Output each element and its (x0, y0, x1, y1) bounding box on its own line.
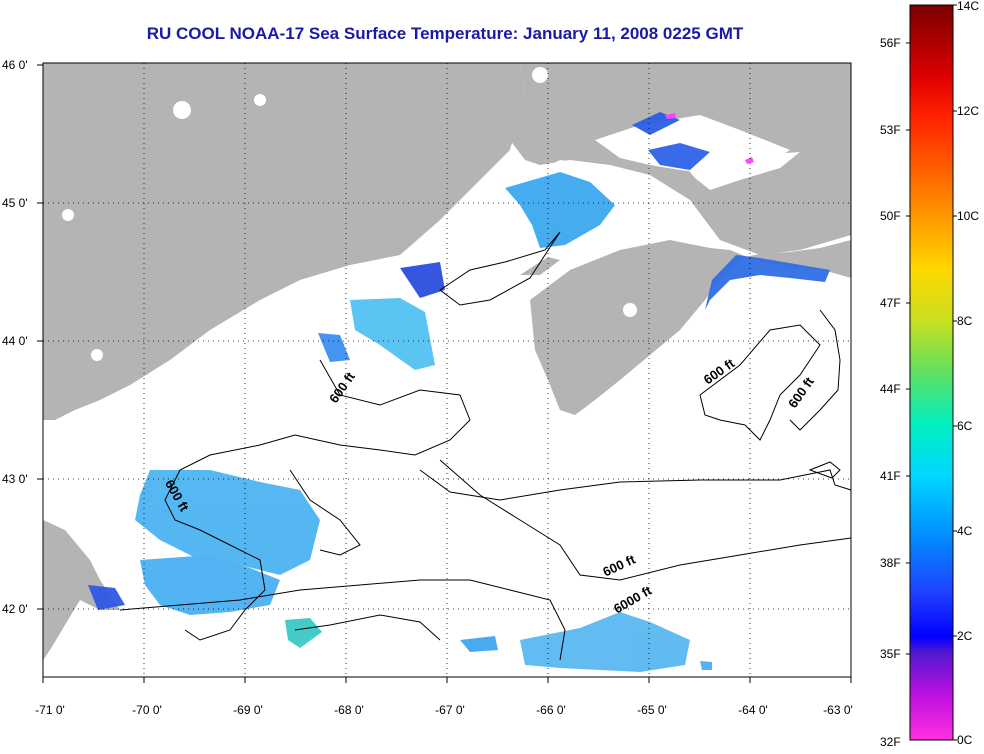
y-tick-label: 44 0' (2, 334, 28, 348)
colorbar-f-label: 53F (880, 123, 901, 137)
colorbar-f-label: 44F (880, 382, 901, 396)
colorbar-c-label: 6C (957, 419, 973, 433)
colorbar-f-label: 38F (880, 556, 901, 570)
colorbar-f-label: 35F (880, 647, 901, 661)
colorbar-c-label: 8C (957, 314, 973, 328)
x-tick-label: -68 0' (334, 703, 364, 717)
y-tick-label: 45 0' (2, 196, 28, 210)
y-tick-label: 43 0' (2, 472, 28, 486)
sst-patch-southeast (520, 612, 690, 672)
x-tick-label: -64 0' (738, 703, 768, 717)
y-tick-label: 46 0' (2, 58, 28, 72)
colorbar-c-label: 2C (957, 629, 973, 643)
land-massachusetts (43, 520, 120, 660)
x-tick-label: -63 0' (823, 703, 853, 717)
colorbar-f-label: 56F (880, 36, 901, 50)
colorbar-c-label: 4C (957, 524, 973, 538)
colorbar-f-label: 47F (880, 296, 901, 310)
x-tick-label: -65 0' (637, 703, 667, 717)
land-maine-coast (43, 63, 525, 420)
colorbar-c-label: 12C (957, 104, 980, 118)
x-tick-label: -71 0' (35, 703, 65, 717)
colorbar-c-label: 0C (957, 733, 973, 747)
x-tick-label: -67 0' (435, 703, 465, 717)
land-nova-scotia (530, 240, 851, 415)
x-tick-label: -69 0' (233, 703, 263, 717)
depth-contours (119, 231, 852, 661)
colorbar-f-label: 32F (880, 735, 901, 749)
colorbar-f-label: 50F (880, 209, 901, 223)
map-title: RU COOL NOAA-17 Sea Surface Temperature:… (146, 24, 744, 43)
colorbar-c-label: 14C (957, 0, 980, 13)
sst-patch-bay-of-fundy (505, 172, 615, 248)
y-tick-label: 42 0' (2, 602, 28, 616)
x-tick-label: -66 0' (536, 703, 566, 717)
sst-patch-georges (135, 470, 320, 575)
x-tick-label: -70 0' (132, 703, 162, 717)
sst-patches (88, 112, 830, 672)
colorbar-c-label: 10C (957, 209, 980, 223)
sst-patch-gulf-of-maine (350, 298, 435, 370)
colorbar (909, 4, 954, 741)
colorbar-f-label: 41F (880, 469, 901, 483)
